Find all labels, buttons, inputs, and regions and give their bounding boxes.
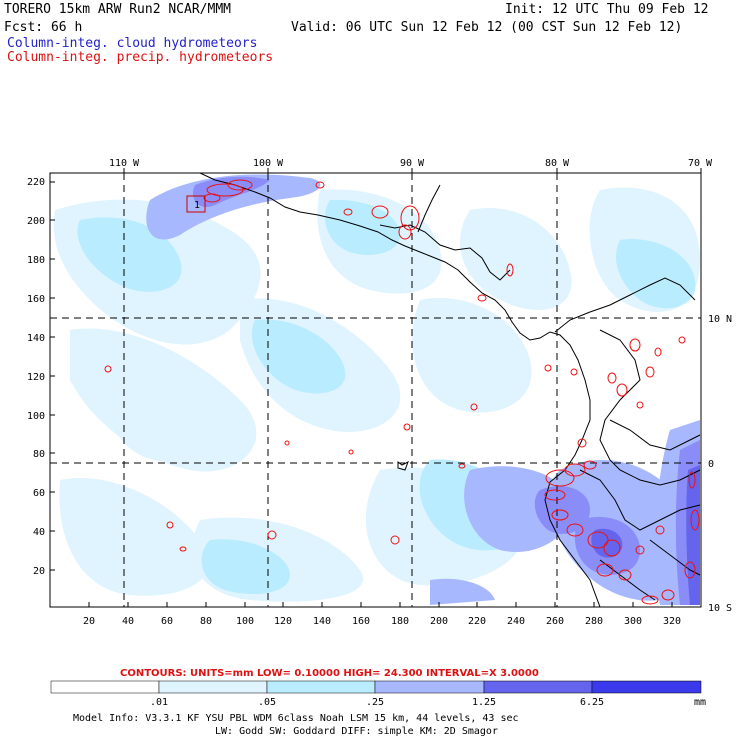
y-tick: 80 (33, 449, 45, 460)
lat-label-0: 0 (708, 459, 714, 470)
model-info: Model Info: V3.3.1 KF YSU PBL WDM 6class… (73, 713, 519, 724)
axis-ticks (50, 168, 702, 607)
y-tick: 180 (27, 255, 45, 266)
shaded-field (50, 173, 701, 607)
contour-info: CONTOURS: UNITS=mm LOW= 0.10000 HIGH= 24… (120, 668, 539, 679)
colorbar-tick: 6.25 (580, 697, 604, 708)
y-tick: 60 (33, 488, 45, 499)
colorbar-bin (374, 680, 485, 694)
x-tick: 280 (585, 616, 603, 627)
field-cloud-label: Column-integ. cloud hydrometeors (7, 36, 258, 51)
y-tick: 100 (27, 411, 45, 422)
x-tick: 200 (430, 616, 448, 627)
init-time: Init: 12 UTC Thu 09 Feb 12 (505, 2, 709, 17)
x-tick: 180 (391, 616, 409, 627)
x-tick: 40 (122, 616, 134, 627)
colorbar-bin (483, 680, 593, 694)
y-tick: 160 (27, 294, 45, 305)
map-frame (49, 172, 702, 608)
colorbar-tick: 1.25 (472, 697, 496, 708)
lon-label-110w: 110 W (109, 158, 140, 169)
colorbar-bin (266, 680, 376, 694)
x-tick: 20 (83, 616, 95, 627)
colorbar-bin (158, 680, 268, 694)
colorbar-tick: .25 (366, 697, 384, 708)
precip-contours (104, 179, 700, 605)
y-tick: 200 (27, 216, 45, 227)
x-tick: 120 (274, 616, 292, 627)
colorbar-bin (591, 680, 702, 694)
region-box-label: 1 (194, 200, 200, 211)
model-title: TORERO 15km ARW Run2 NCAR/MMM (4, 2, 231, 17)
lon-label-70w: 70 W (688, 158, 713, 169)
lon-label-90w: 90 W (400, 158, 425, 169)
y-tick: 140 (27, 333, 45, 344)
x-tick: 100 (236, 616, 254, 627)
x-tick: 140 (313, 616, 331, 627)
coastlines (199, 173, 701, 607)
valid-time: Valid: 06 UTC Sun 12 Feb 12 (00 CST Sun … (291, 20, 683, 35)
x-tick: 260 (546, 616, 564, 627)
x-tick: 320 (663, 616, 681, 627)
lat-label-10n: 10 N (708, 314, 732, 325)
lat-label-10s: 10 S (708, 603, 732, 614)
lon-label-100w: 100 W (253, 158, 284, 169)
y-tick: 120 (27, 372, 45, 383)
model-physics: LW: Godd SW: Goddard DIFF: simple KM: 2D… (215, 726, 498, 737)
x-tick: 60 (161, 616, 173, 627)
region-box (186, 195, 206, 213)
y-tick: 40 (33, 527, 45, 538)
forecast-hour: Fcst: 66 h (4, 20, 83, 35)
y-tick: 20 (33, 566, 45, 577)
x-tick: 160 (352, 616, 370, 627)
lon-label-80w: 80 W (545, 158, 570, 169)
x-tick: 300 (624, 616, 642, 627)
colorbar-bin (50, 680, 160, 694)
colorbar-tick: .01 (150, 697, 168, 708)
x-tick: 220 (468, 616, 486, 627)
x-tick: 80 (200, 616, 212, 627)
colorbar (50, 680, 702, 694)
colorbar-units: mm (694, 697, 706, 708)
field-precip-label: Column-integ. precip. hydrometeors (7, 50, 274, 65)
y-tick: 220 (27, 177, 45, 188)
colorbar-tick: .05 (258, 697, 276, 708)
x-tick: 240 (507, 616, 525, 627)
